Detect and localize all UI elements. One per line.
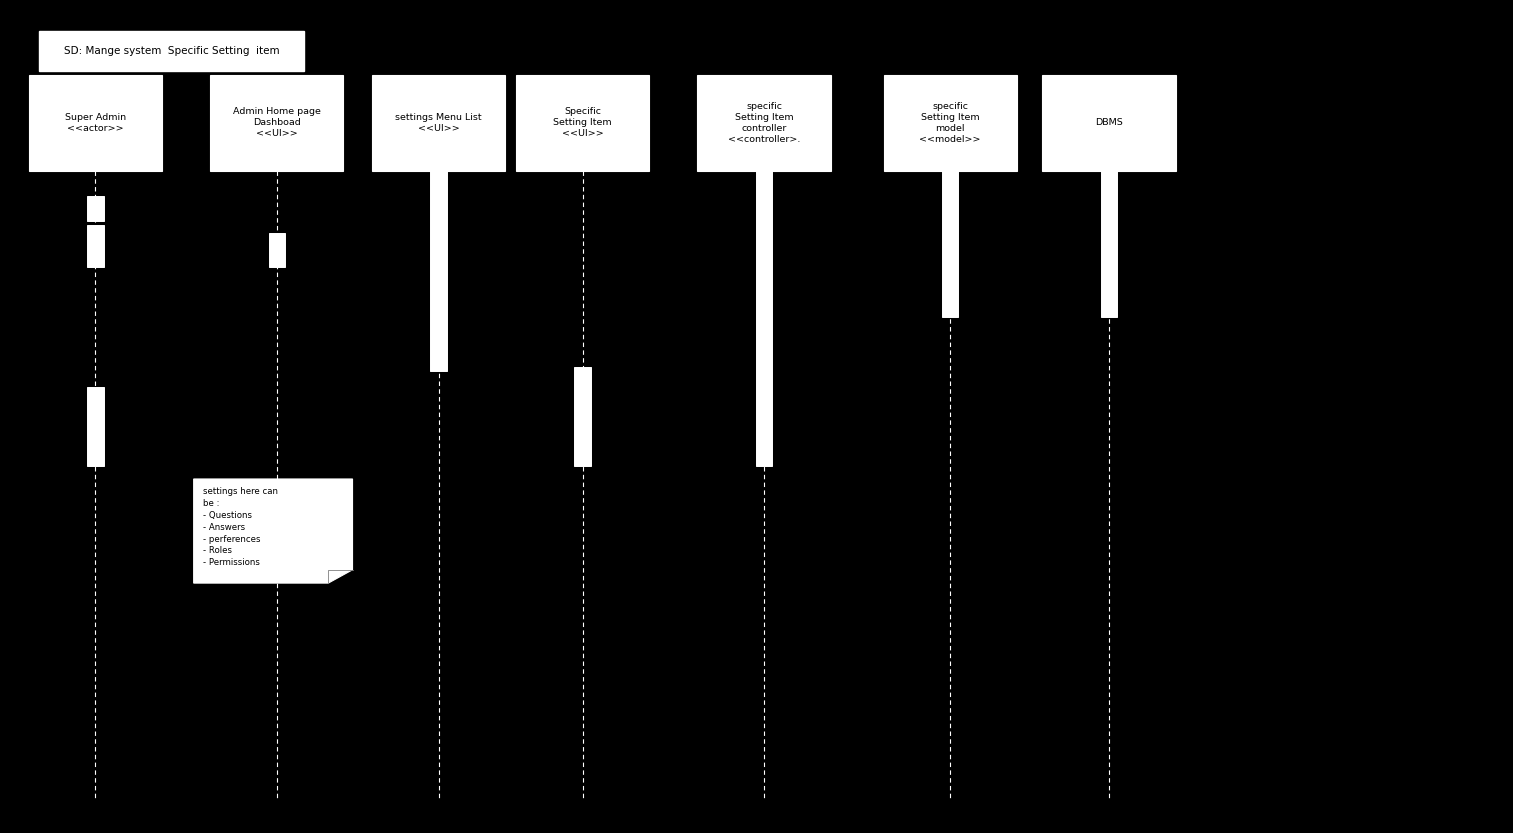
Text: specific
Setting Item
model
<<model>>: specific Setting Item model <<model>> — [920, 102, 980, 144]
Text: specific
Setting Item
controller
<<controller>.: specific Setting Item controller <<contr… — [728, 102, 800, 144]
Text: DBMS: DBMS — [1095, 118, 1123, 127]
FancyBboxPatch shape — [697, 75, 831, 171]
FancyBboxPatch shape — [372, 75, 505, 171]
Text: Admin Home page
Dashboad
<<UI>>: Admin Home page Dashboad <<UI>> — [233, 107, 321, 138]
FancyBboxPatch shape — [86, 196, 103, 221]
FancyBboxPatch shape — [86, 225, 103, 267]
FancyBboxPatch shape — [29, 75, 162, 171]
FancyBboxPatch shape — [1100, 171, 1117, 317]
FancyBboxPatch shape — [573, 367, 590, 466]
FancyBboxPatch shape — [210, 75, 343, 171]
Text: Specific
Setting Item
<<UI>>: Specific Setting Item <<UI>> — [554, 107, 611, 138]
Polygon shape — [194, 479, 353, 583]
FancyBboxPatch shape — [516, 75, 649, 171]
FancyBboxPatch shape — [1042, 75, 1176, 171]
FancyBboxPatch shape — [756, 171, 772, 466]
FancyBboxPatch shape — [39, 31, 304, 71]
FancyBboxPatch shape — [430, 171, 448, 371]
FancyBboxPatch shape — [86, 387, 103, 466]
FancyBboxPatch shape — [941, 171, 959, 317]
Text: Super Admin
<<actor>>: Super Admin <<actor>> — [65, 112, 126, 133]
Text: settings here can
be :
- Questions
- Answers
- perferences
- Roles
- Permissions: settings here can be : - Questions - Ans… — [203, 487, 278, 567]
FancyBboxPatch shape — [884, 75, 1017, 171]
Text: SD: Mange system  Specific Setting  item: SD: Mange system Specific Setting item — [64, 46, 280, 56]
FancyBboxPatch shape — [269, 233, 284, 267]
Text: settings Menu List
<<UI>>: settings Menu List <<UI>> — [395, 112, 483, 133]
